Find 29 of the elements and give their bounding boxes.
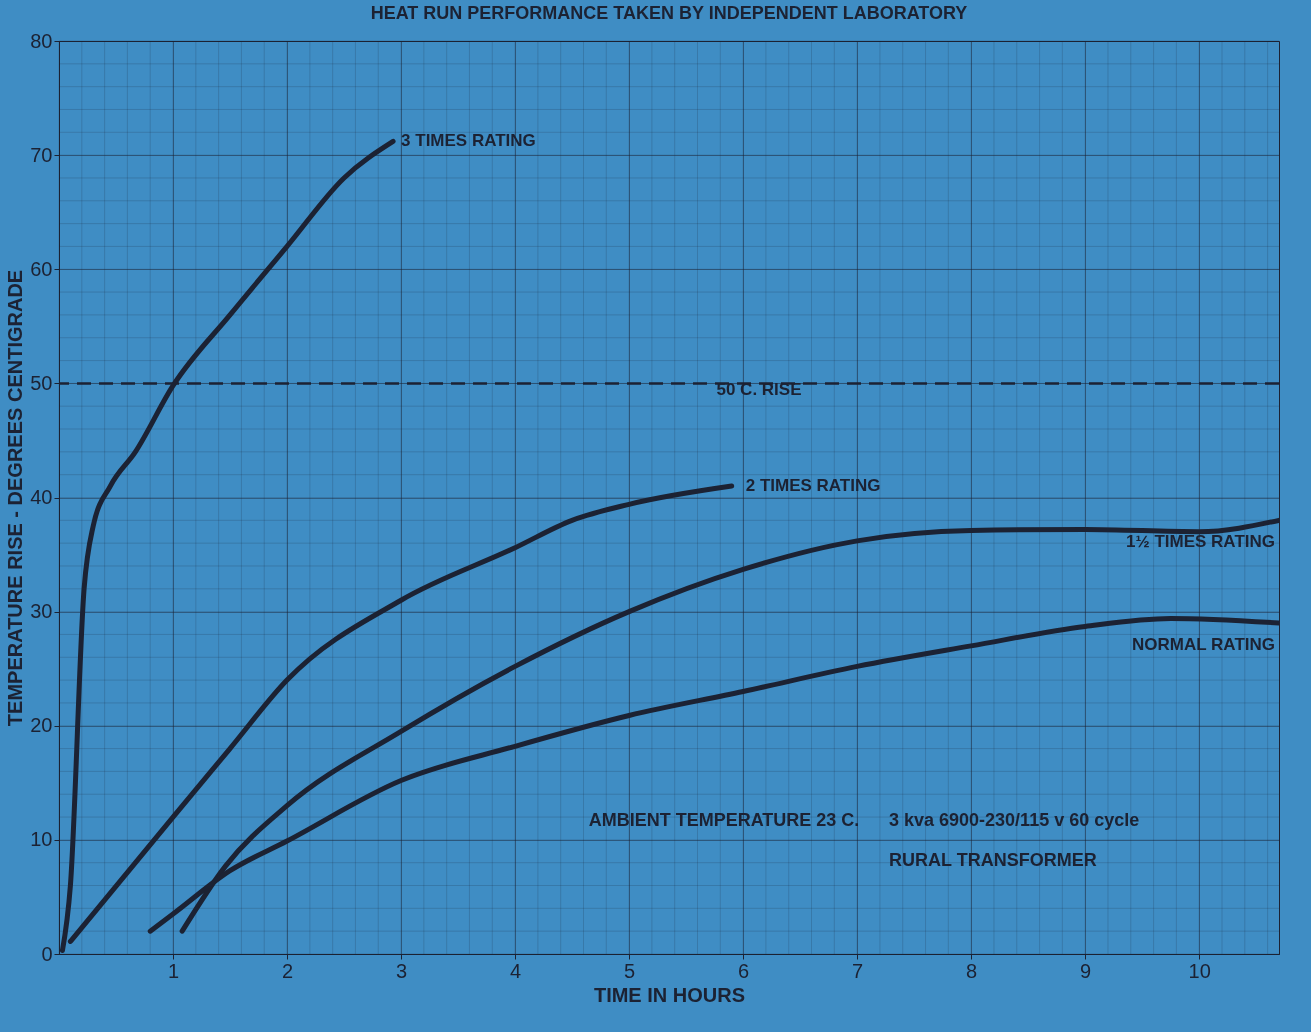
y-tick-label: 10: [30, 828, 53, 851]
y-tick-label: 0: [41, 942, 53, 965]
annotation: AMBIENT TEMPERATURE 23 C.: [588, 810, 860, 830]
x-tick-label: 1: [167, 959, 180, 982]
x-tick-label: 4: [510, 959, 522, 982]
x-tick-label: 6: [738, 959, 750, 982]
x-tick-label: 2: [281, 959, 294, 982]
annotation: 3 kva 6900-230/115 v 60 cycle: [889, 810, 1140, 830]
y-tick-label: 80: [30, 29, 53, 52]
x-tick-label: 7: [852, 959, 864, 982]
series-label: 2 TIMES RATING: [745, 476, 881, 496]
x-tick-label: 10: [1188, 959, 1211, 982]
series-label: 3 TIMES RATING: [401, 131, 536, 151]
x-axis-title: TIME IN HOURS: [593, 983, 746, 1006]
x-tick-label: 5: [624, 959, 636, 982]
series-label: 1½ TIMES RATING: [1126, 532, 1275, 552]
annotation: RURAL TRANSFORMER: [889, 850, 1097, 870]
series-label: NORMAL RATING: [1132, 635, 1275, 655]
y-tick-label: 60: [30, 257, 53, 280]
x-tick-label: 9: [1080, 959, 1092, 982]
y-tick-label: 30: [30, 600, 53, 623]
y-tick-label: 70: [30, 143, 53, 166]
y-tick-label: 20: [30, 714, 53, 737]
x-tick-label: 3: [395, 959, 408, 982]
chart-title: HEAT RUN PERFORMANCE TAKEN BY INDEPENDENT LABORATORY: [370, 3, 968, 23]
y-tick-label: 40: [30, 486, 53, 508]
y-tick-label: 50: [30, 371, 53, 394]
y-axis-title: TEMPERATURE RISE - DEGREES CENTIGRADE: [4, 269, 27, 727]
x-tick-label: 8: [966, 959, 978, 982]
